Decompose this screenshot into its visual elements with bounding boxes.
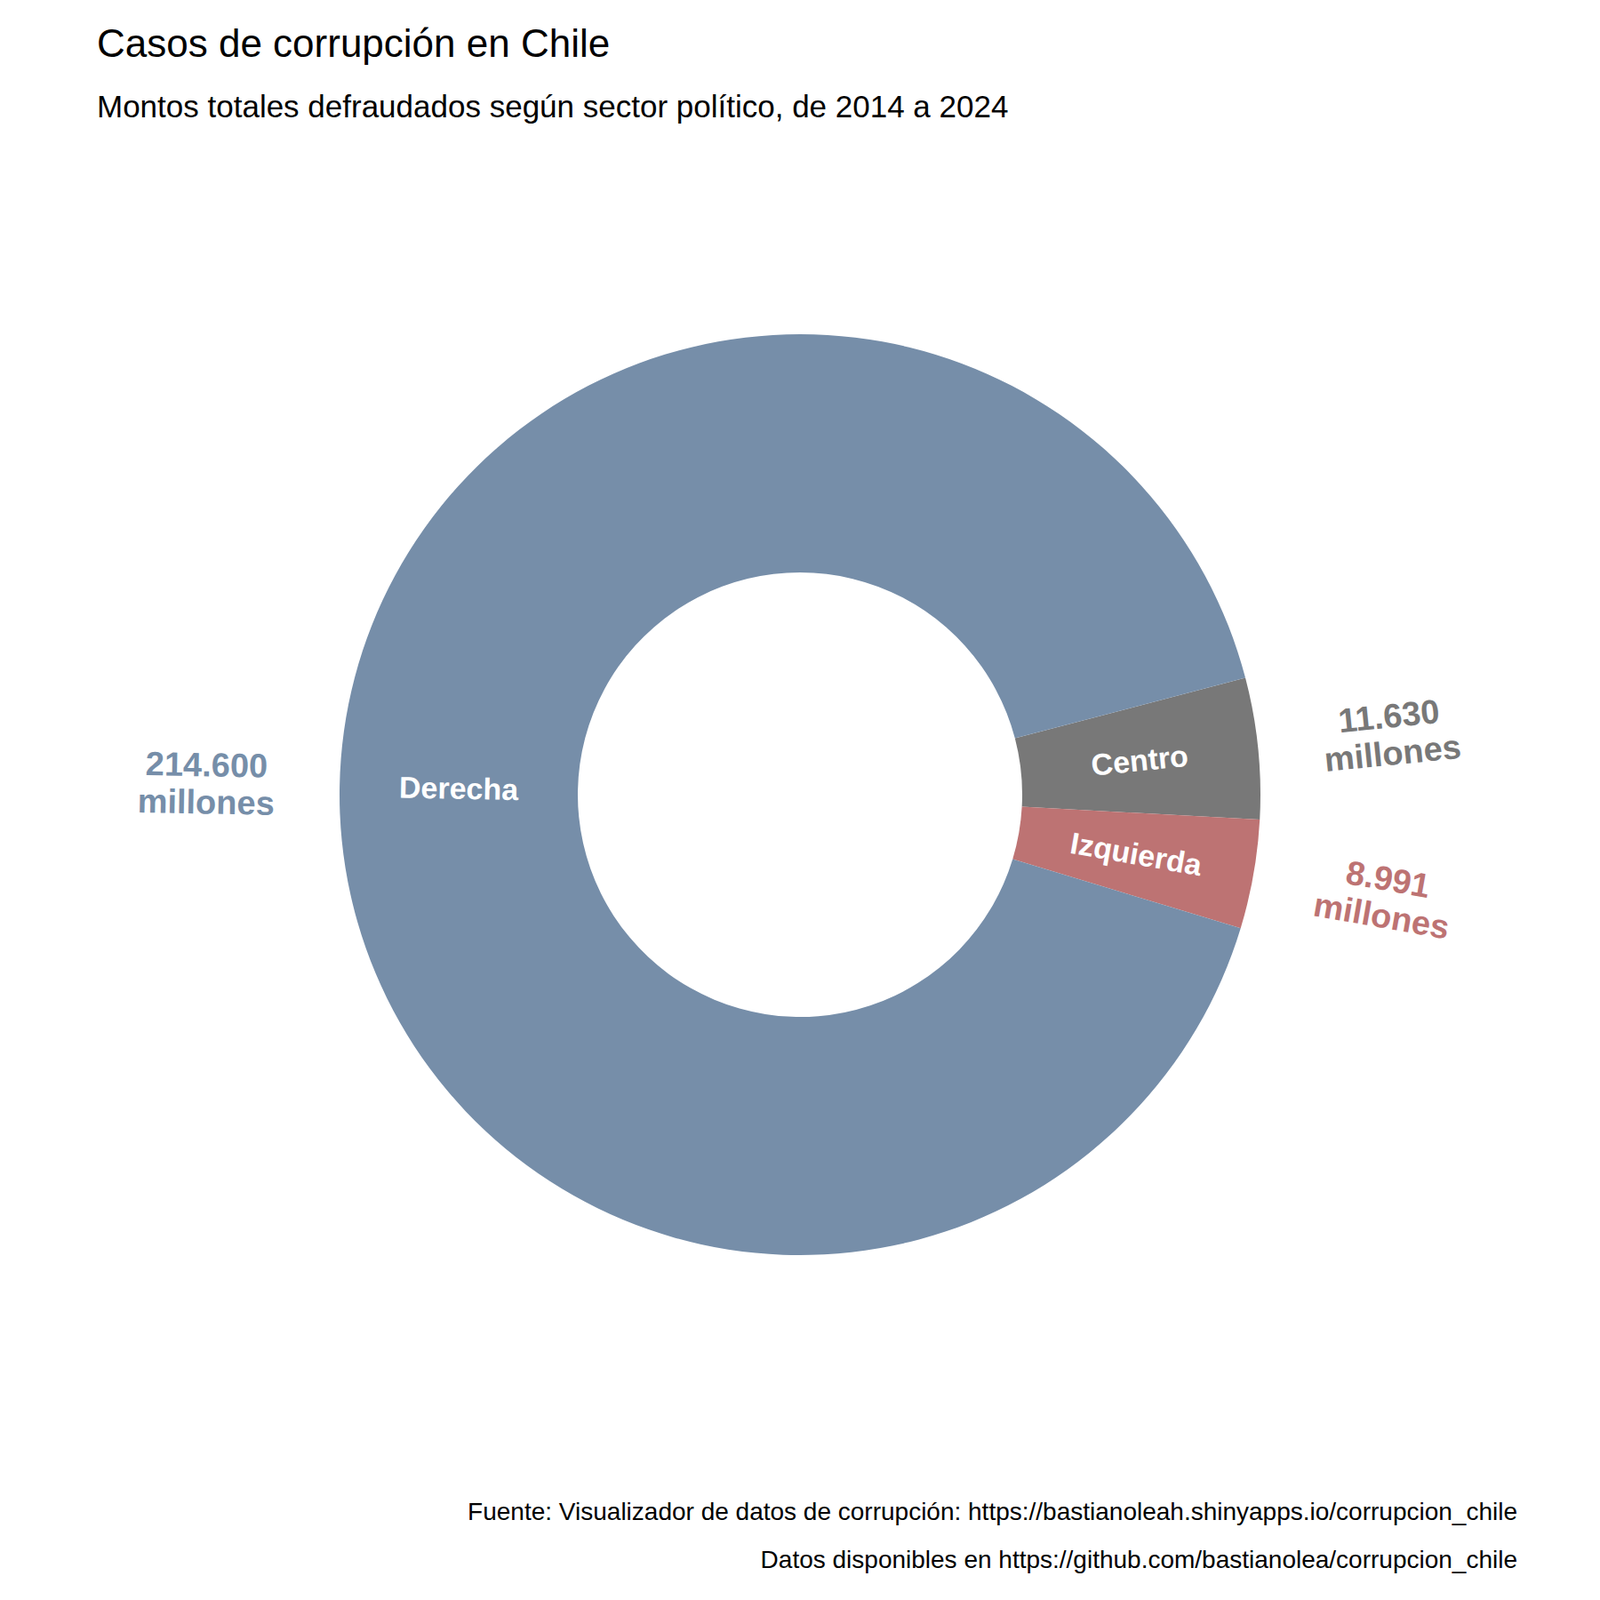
- value-label: 11.630millones: [1319, 690, 1464, 779]
- category-label: Derecha: [399, 770, 520, 808]
- caption: Datos disponibles en https://github.com/…: [760, 1545, 1518, 1574]
- title: Casos de corrupción en Chile: [96, 21, 610, 65]
- value-label: 214.600millones: [136, 744, 276, 823]
- labels: Centro 11.630millones Izquierda 8.991millon…: [136, 690, 1463, 947]
- value-label: 8.991millones: [1311, 848, 1459, 946]
- category-label: Centro: [1089, 738, 1191, 783]
- slice: [339, 334, 1246, 1256]
- donut: [339, 334, 1261, 1256]
- chart: Casos de corrupción en Chile Montos total…: [0, 0, 1600, 1600]
- category-label: Izquierda: [1067, 825, 1206, 882]
- caption: Fuente: Visualizador de datos de corrupc…: [467, 1497, 1518, 1526]
- subtitle: Montos totales defraudados según sector …: [96, 88, 1008, 124]
